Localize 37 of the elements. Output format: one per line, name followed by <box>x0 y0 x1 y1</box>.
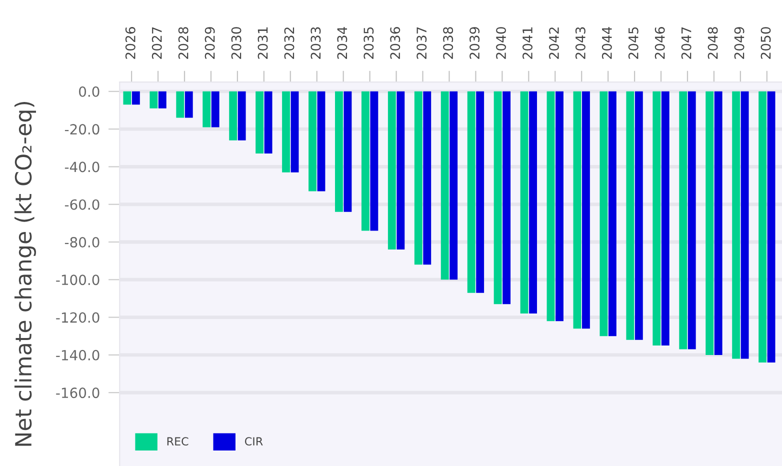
x-tick-label: 2033 <box>310 27 321 59</box>
x-tick-label: 2029 <box>204 27 215 59</box>
x-tick-label: 2032 <box>284 28 294 59</box>
x-tick-label: 2045 <box>628 27 638 59</box>
x-tick-label: 2037 <box>416 27 427 59</box>
x-tick-label: 2040 <box>496 27 506 59</box>
y-tick-label: -140.0 <box>56 350 100 360</box>
x-tick-label: 2027 <box>152 27 162 59</box>
x-tick-label: 2036 <box>390 27 400 59</box>
legend-label: REC <box>167 437 188 446</box>
x-tick-label: 2031 <box>258 27 268 59</box>
y-tick-label: -100.0 <box>56 274 100 286</box>
x-tick-label: 2047 <box>681 27 692 59</box>
x-tick-label: 2043 <box>575 27 586 59</box>
legend-label: CIR <box>244 437 263 446</box>
y-tick-label: -80.0 <box>64 236 100 248</box>
x-tick-label: 2034 <box>337 26 348 59</box>
x-tick-label: 2048 <box>708 27 718 59</box>
y-tick-label: -20.0 <box>64 124 100 135</box>
y-tick-label: 0.0 <box>79 86 100 97</box>
x-tick-label: 2049 <box>734 27 744 59</box>
y-tick-label: -40.0 <box>64 162 100 172</box>
x-tick-label: 2042 <box>548 28 559 59</box>
y-axis-title: Net climate change (kt CO₂-eq) <box>14 102 36 446</box>
x-tick-label: 2039 <box>470 27 480 59</box>
x-tick-label: 2035 <box>364 27 374 59</box>
x-tick-label: 2046 <box>654 27 665 59</box>
x-tick-label: 2050 <box>760 27 771 59</box>
y-tick-label: -120.0 <box>56 312 100 323</box>
y-tick-label: -160.0 <box>56 388 100 398</box>
x-tick-label: 2026 <box>125 27 136 59</box>
x-tick-label: 2044 <box>602 26 612 59</box>
y-tick-label: -60.0 <box>64 199 100 210</box>
x-tick-label: 2030 <box>231 27 242 59</box>
x-tick-label: 2041 <box>522 27 532 59</box>
x-tick-label: 2028 <box>178 27 188 59</box>
x-tick-label: 2038 <box>443 27 454 59</box>
